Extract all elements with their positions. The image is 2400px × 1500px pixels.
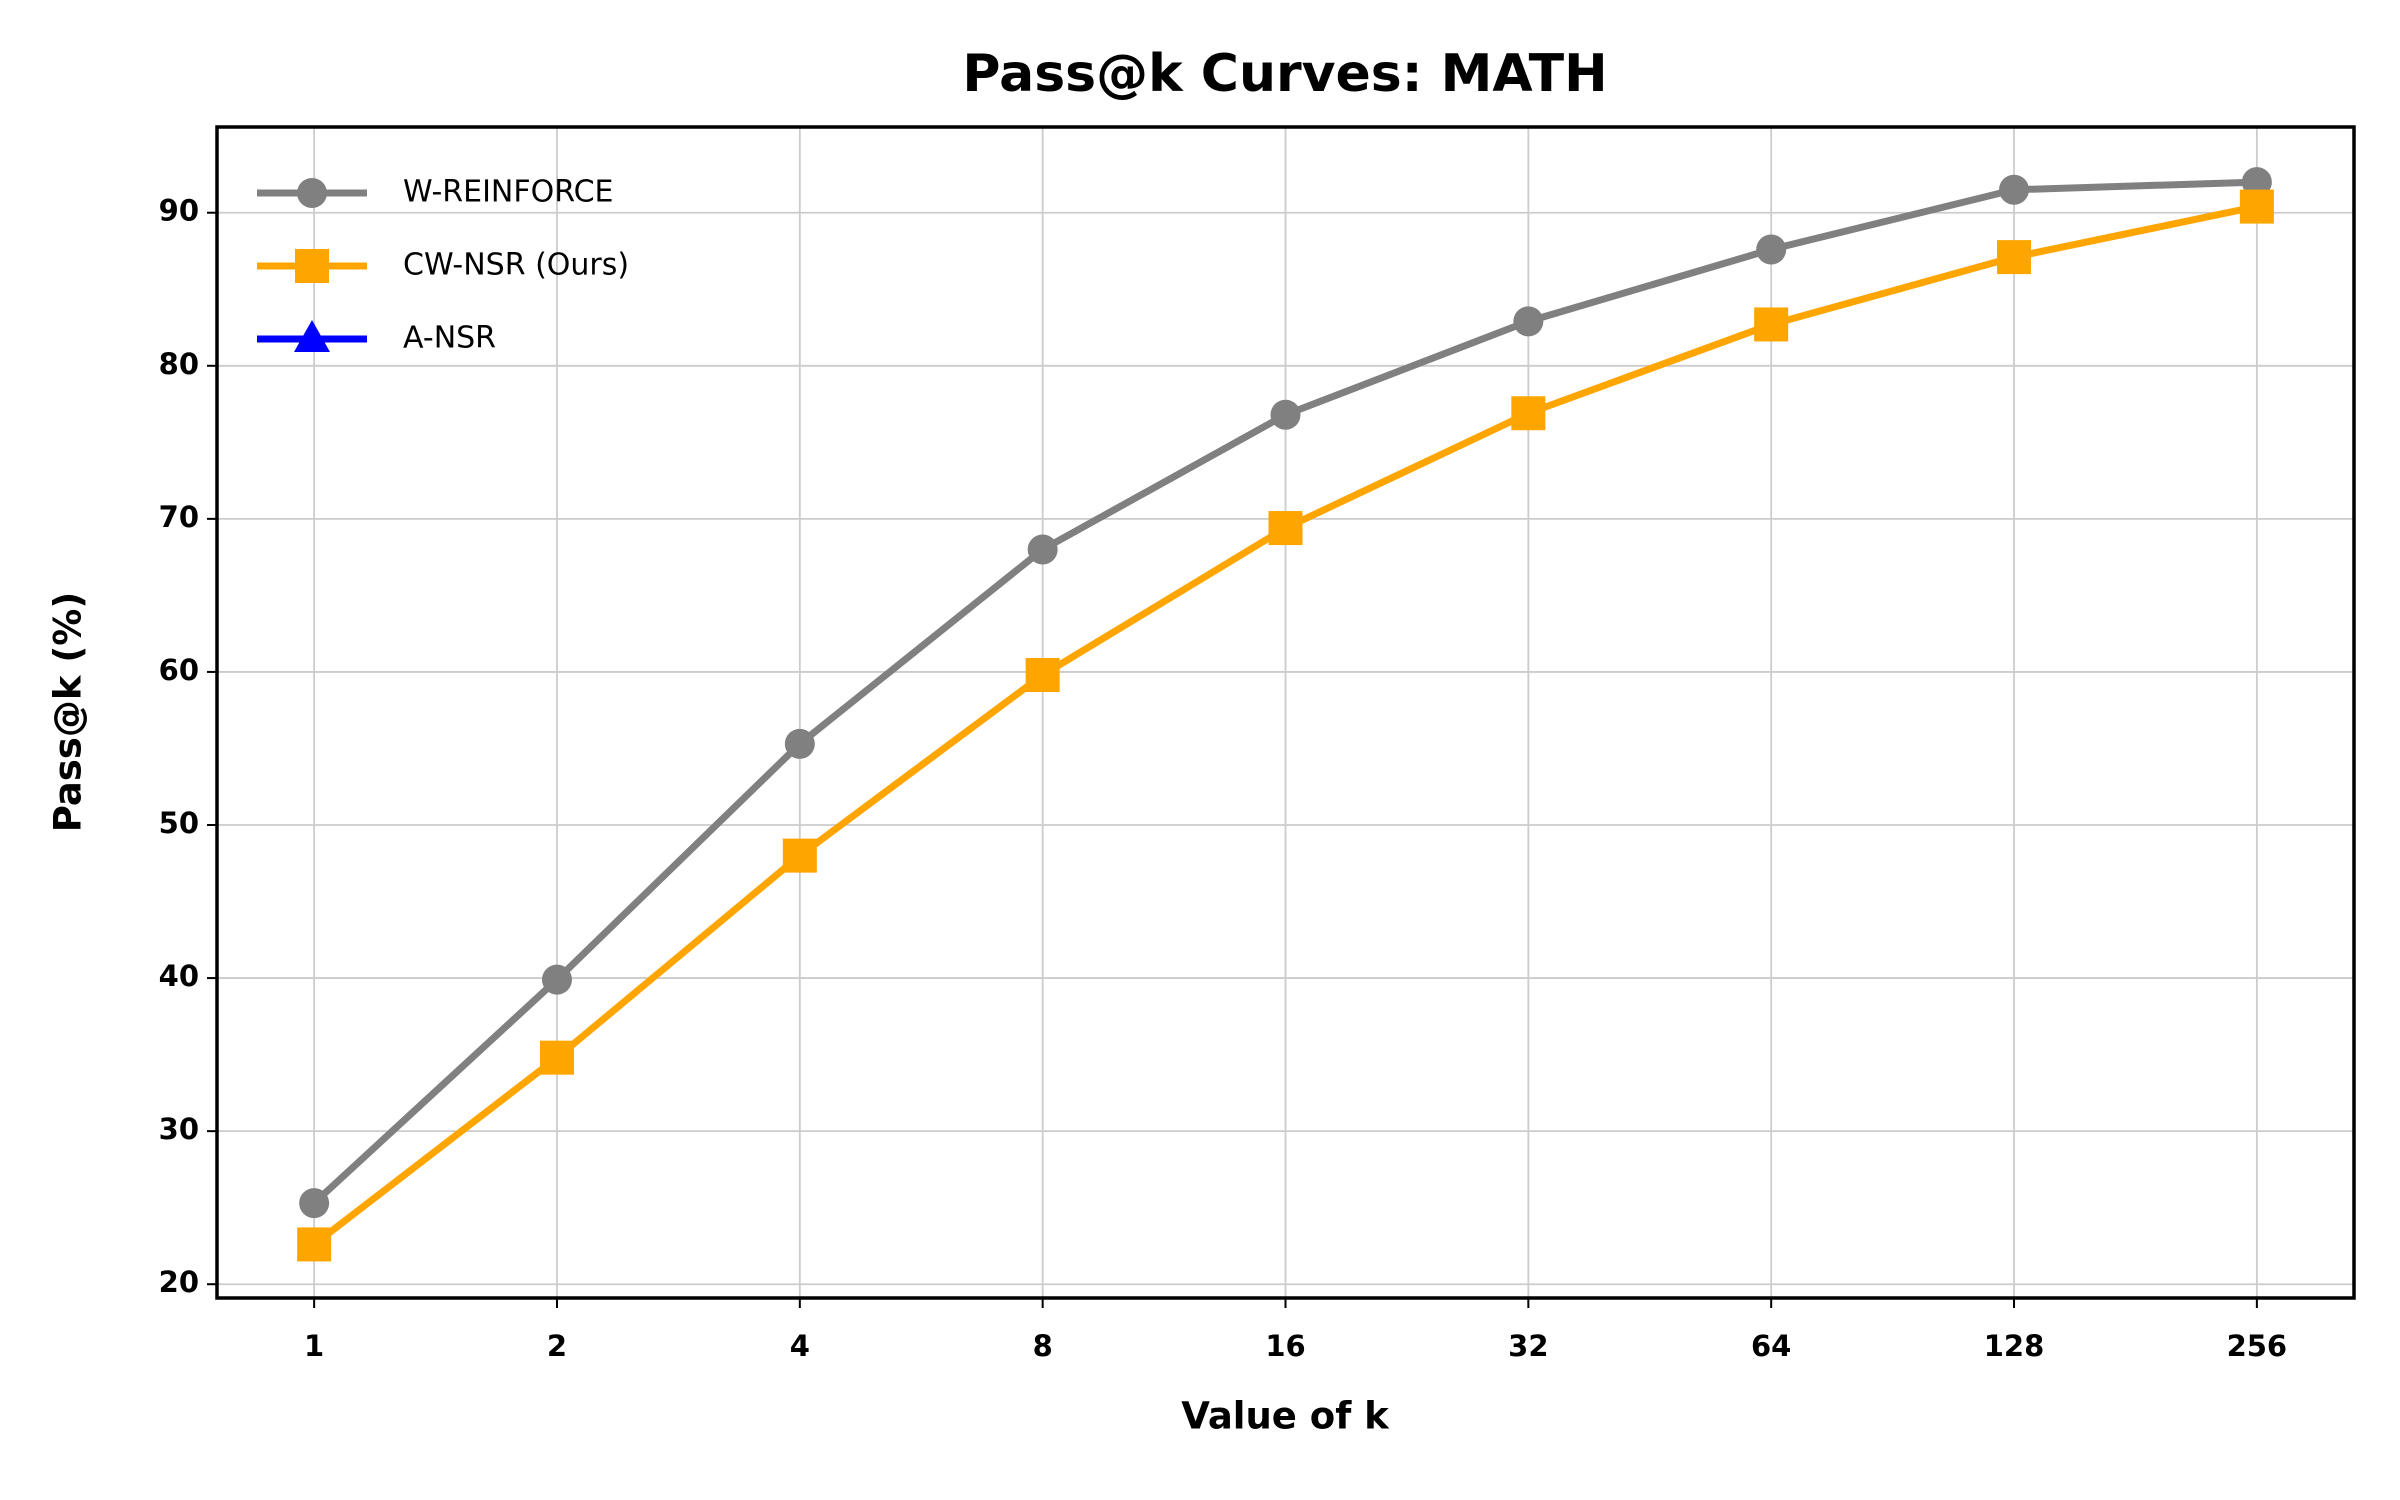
x-tick-label: 64: [1751, 1329, 1791, 1363]
data-point: [2239, 189, 2274, 224]
x-tick-label: 32: [1508, 1329, 1548, 1363]
data-point: [1268, 511, 1303, 546]
plot-frame: [215, 125, 2356, 1300]
data-point: [299, 1188, 330, 1219]
data-point: [1511, 396, 1546, 431]
data-point: [1756, 234, 1787, 265]
legend-label: W-REINFORCE: [403, 175, 613, 210]
chart-title: Pass@k Curves: MATH: [962, 44, 1607, 104]
x-tick-label: 1: [304, 1329, 324, 1363]
data-point: [782, 838, 817, 873]
data-point: [1999, 174, 2030, 205]
y-tick-label: 70: [159, 500, 199, 534]
y-tick-label: 50: [159, 806, 199, 840]
data-point: [1270, 399, 1301, 430]
data-point: [1997, 240, 2032, 275]
y-tick-label: 90: [159, 194, 199, 228]
legend-marker: [297, 178, 327, 208]
legend-marker: [294, 320, 330, 352]
y-tick-label: 40: [159, 959, 199, 993]
y-axis-label: Pass@k (%): [47, 592, 90, 833]
y-tick-label: 80: [159, 347, 199, 381]
x-axis-label: Value of k: [1181, 1395, 1390, 1438]
legend-marker: [295, 249, 329, 283]
data-point: [1513, 306, 1544, 337]
y-tick-label: 60: [159, 653, 199, 687]
data-point: [539, 1040, 574, 1075]
x-tick-label: 2: [547, 1329, 567, 1363]
data-point: [784, 728, 815, 759]
x-tick-label: 4: [790, 1329, 810, 1363]
data-point: [1027, 534, 1058, 565]
x-tick-label: 128: [1984, 1329, 2045, 1363]
x-tick-label: 256: [2227, 1329, 2288, 1363]
x-tick-label: 16: [1265, 1329, 1305, 1363]
x-tick-label: 8: [1033, 1329, 1053, 1363]
data-point: [1025, 657, 1060, 692]
legend-label: CW-NSR (Ours): [403, 248, 629, 283]
legend-label: A-NSR: [403, 321, 496, 356]
y-tick-label: 30: [159, 1112, 199, 1146]
y-tick-label: 20: [159, 1265, 199, 1299]
data-point: [541, 964, 572, 995]
data-point: [1754, 307, 1789, 342]
data-point: [297, 1227, 332, 1262]
